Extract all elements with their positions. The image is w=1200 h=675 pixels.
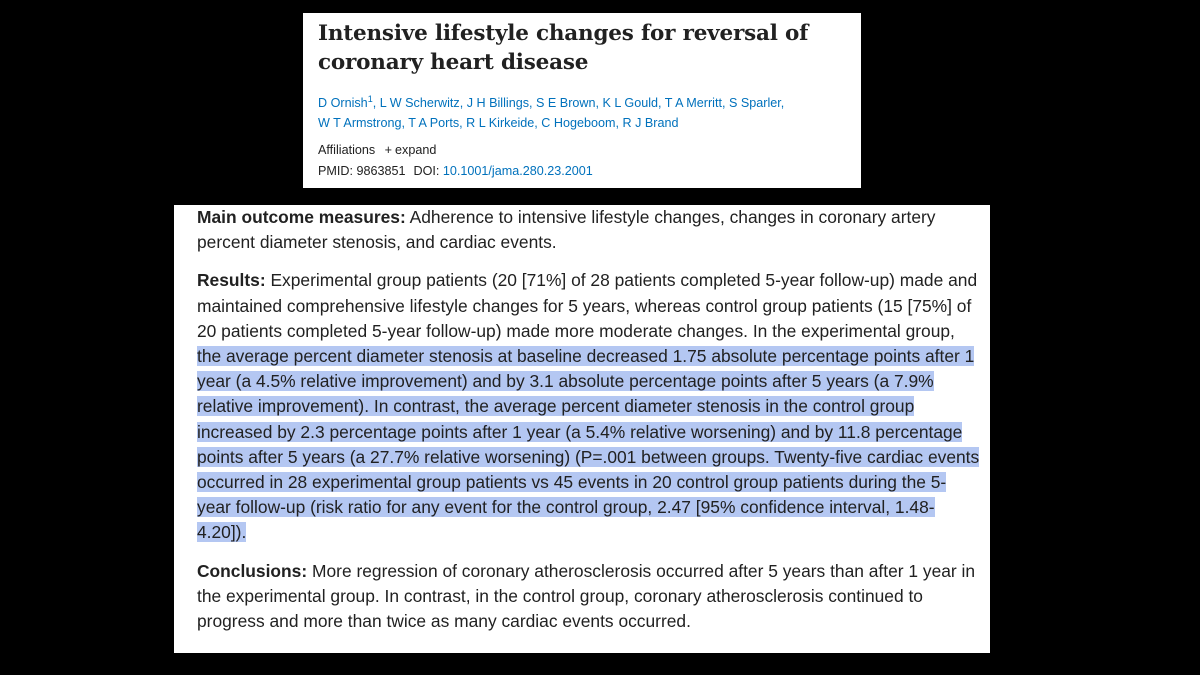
results-paragraph: Results: Experimental group patients (20… xyxy=(197,268,980,545)
affiliations-expand-button[interactable]: + expand xyxy=(385,143,437,157)
author-list: D Ornish1, L W Scherwitz, J H Billings, … xyxy=(318,89,853,133)
expand-label: expand xyxy=(395,143,437,158)
identifiers-row: PMID: 9863851 DOI: 10.1001/jama.280.23.20… xyxy=(318,161,853,181)
pmid: PMID: 9863851 xyxy=(318,164,406,179)
affiliations-label: Affiliations xyxy=(318,143,376,158)
results-highlighted-text: the average percent diameter stenosis at… xyxy=(197,346,980,543)
results-label: Results: xyxy=(197,270,266,291)
conclusions-paragraph: Conclusions: More regression of coronary… xyxy=(197,559,980,635)
article-header-card: Intensive lifestyle changes for reversal… xyxy=(303,13,861,188)
main-outcome-label: Main outcome measures: xyxy=(197,207,406,227)
conclusions-label: Conclusions: xyxy=(197,560,308,581)
affiliations-row: Affiliations + expand xyxy=(318,140,853,160)
results-text: Experimental group patients (20 [71%] of… xyxy=(197,270,978,341)
doi-label: DOI: xyxy=(413,164,440,179)
affiliation-marker[interactable]: 1 xyxy=(367,94,373,104)
abstract-card: Main outcome measures: Adherence to inte… xyxy=(174,205,990,653)
conclusions-text: More regression of coronary atherosclero… xyxy=(197,560,976,632)
article-title: Intensive lifestyle changes for reversal… xyxy=(318,21,809,75)
author-link-ornish[interactable]: D Ornish xyxy=(318,96,368,111)
author-links-line1[interactable]: , L W Scherwitz, J H Billings, S E Brown… xyxy=(372,96,785,111)
doi-link[interactable]: 10.1001/jama.280.23.2001 xyxy=(442,164,593,179)
main-outcome-paragraph: Main outcome measures: Adherence to inte… xyxy=(197,205,980,255)
author-links-line2[interactable]: W T Armstrong, T A Ports, R L Kirkeide, … xyxy=(318,116,679,131)
main-outcome-text: Adherence to intensive lifestyle changes… xyxy=(197,207,936,253)
plus-icon: + xyxy=(384,143,393,158)
